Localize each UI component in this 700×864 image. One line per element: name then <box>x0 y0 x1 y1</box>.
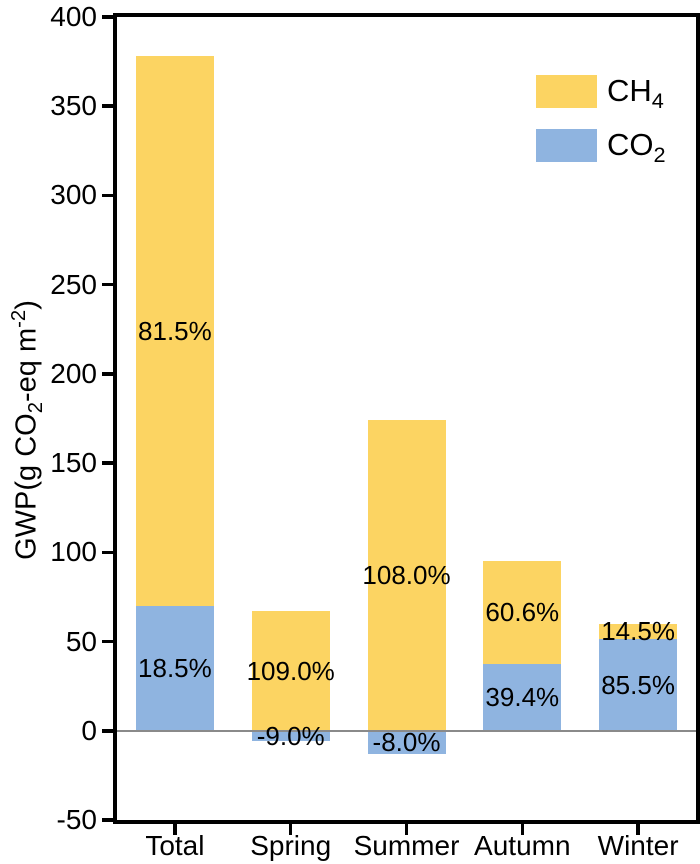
bar-segment-co2-summer <box>367 730 446 754</box>
x-axis-tick-spring <box>288 824 293 835</box>
y-axis-title-superscript: -2 <box>7 309 30 328</box>
x-axis-label-spring: Spring <box>250 830 332 861</box>
y-axis-tick--50 <box>102 818 113 822</box>
legend-swatch-ch4 <box>536 75 597 108</box>
segment-label-ch4-summer: 108.0% <box>362 560 451 591</box>
y-axis-title: GWP(g CO2-eq m-2) <box>8 300 48 560</box>
y-axis-tick-label: 0 <box>81 714 97 746</box>
y-axis-tick-label: 300 <box>50 179 97 211</box>
bar-segment-ch4-total <box>135 55 214 606</box>
x-axis-tick-autumn <box>520 824 525 835</box>
segment-label-co2-autumn: 39.4% <box>485 682 560 713</box>
y-axis-tick-label: 50 <box>65 625 97 657</box>
x-axis-label-winter: Winter <box>597 830 679 861</box>
y-axis-tick-label: 350 <box>50 90 97 122</box>
bar-segment-ch4-autumn <box>483 560 562 664</box>
bar-segment-co2-autumn <box>483 663 562 731</box>
segment-label-co2-winter: 85.5% <box>601 670 675 700</box>
segment-label-co2-spring: -9.0% <box>256 720 325 751</box>
bar-segment-ch4-winter <box>599 623 678 640</box>
y-axis-tick-100 <box>102 550 113 555</box>
y-axis-tick-150 <box>102 461 113 465</box>
x-axis-label-autumn: Autumn <box>474 830 571 861</box>
y-axis-tick-400 <box>102 15 113 19</box>
y-axis-tick-250 <box>102 282 113 287</box>
y-axis-tick-200 <box>102 372 113 376</box>
segment-label-ch4-total: 81.5% <box>138 315 212 346</box>
legend-label-co2: CO2 <box>607 127 666 167</box>
y-axis-tick-0 <box>102 729 113 733</box>
x-axis-label-summer: Summer <box>353 830 460 861</box>
segment-label-ch4-spring: 109.0% <box>246 655 335 686</box>
y-axis-tick-label: 400 <box>50 1 97 32</box>
segment-label-co2-total: 18.5% <box>138 653 212 684</box>
y-axis-tick-50 <box>102 639 113 644</box>
y-axis-tick-label: 200 <box>50 357 97 389</box>
segment-label-ch4-autumn: 60.6% <box>485 597 560 628</box>
x-axis-tick-summer <box>404 824 409 835</box>
legend-swatch-co2 <box>536 129 597 162</box>
x-axis-tick-winter <box>636 824 640 835</box>
y-axis-tick-350 <box>102 104 113 108</box>
bar-segment-co2-winter <box>599 639 678 731</box>
y-axis-tick-label: 100 <box>50 536 97 568</box>
bar-segment-co2-spring <box>251 730 330 741</box>
legend-label-subscript: 2 <box>653 142 666 168</box>
y-axis-tick-300 <box>102 193 113 198</box>
x-axis-tick-total <box>173 824 177 835</box>
y-axis-tick-label: 150 <box>50 447 97 479</box>
legend-label-text: CH <box>607 73 652 108</box>
x-axis-label-total: Total <box>145 830 205 861</box>
y-axis-tick-label: 250 <box>50 268 97 300</box>
y-axis-title-part: ) <box>10 300 43 310</box>
y-axis-title-subscript: 2 <box>25 401 48 414</box>
legend-label-text: CO <box>607 127 654 162</box>
segment-label-co2-summer: -8.0% <box>372 727 441 758</box>
bar-segment-ch4-spring <box>251 610 330 731</box>
legend-label-ch4: CH4 <box>607 73 664 113</box>
zero-line <box>117 729 696 733</box>
segment-label-ch4-winter: 14.5% <box>601 616 675 647</box>
bar-segment-ch4-summer <box>367 420 446 731</box>
bar-segment-co2-total <box>135 605 214 731</box>
y-axis-tick-label: -50 <box>56 804 97 835</box>
legend-label-subscript: 4 <box>651 88 664 114</box>
